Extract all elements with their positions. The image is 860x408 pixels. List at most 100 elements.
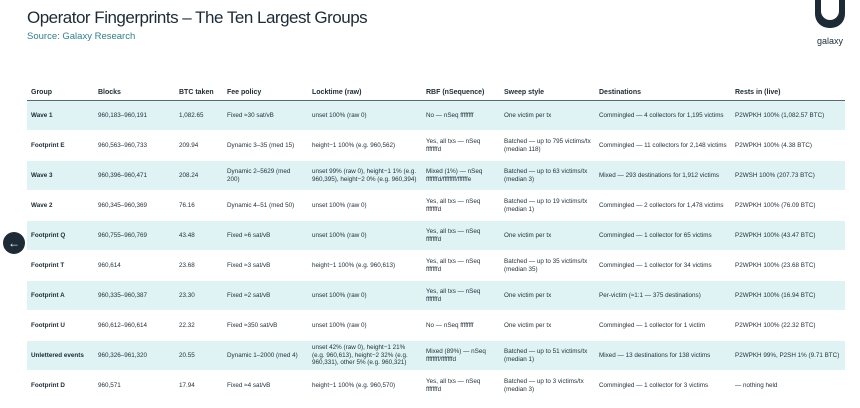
cell-group: Footprint U bbox=[27, 310, 94, 341]
galaxy-logo-text: galaxy bbox=[816, 36, 843, 46]
cell-group: Footprint T bbox=[27, 250, 94, 281]
cell-rbf: No — nSeq ffffffff bbox=[422, 310, 500, 341]
table-row: Footprint T 960,614 23.68 Fixed ≈3 sat/vB he… bbox=[27, 250, 845, 281]
cell-btc-taken: 22.32 bbox=[175, 310, 223, 341]
cell-group: Unlettered events bbox=[27, 340, 94, 371]
cell-rests-in: P2WSH 100% (207.73 BTC) bbox=[731, 160, 845, 191]
column-header-destinations: Destinations bbox=[595, 84, 731, 101]
galaxy-logo: galaxy bbox=[812, 0, 848, 48]
cell-locktime: unset 100% (raw 0) bbox=[308, 310, 422, 341]
cell-fee-policy: Fixed ≈350 sat/vB bbox=[223, 310, 308, 341]
cell-fee-policy: Fixed ≈3 sat/vB bbox=[223, 250, 308, 281]
cell-fee-policy: Dynamic 2–5629 (med 200) bbox=[223, 160, 308, 191]
cell-locktime: unset 42% (raw 0), height−1 21% (e.g. 96… bbox=[308, 340, 422, 371]
cell-sweep-style: Batched — up to 35 victims/tx (median 35… bbox=[500, 250, 595, 281]
table-row: Wave 1 960,183–960,191 1,082.65 Fixed ≈30 s… bbox=[27, 100, 845, 131]
cell-destinations: Commingled — 1 collector for 34 victims bbox=[595, 250, 731, 281]
cell-sweep-style: One victim per tx bbox=[500, 100, 595, 131]
cell-rests-in: P2WPKH 100% (23.68 BTC) bbox=[731, 250, 845, 281]
cell-sweep-style: One victim per tx bbox=[500, 220, 595, 251]
cell-group: Footprint E bbox=[27, 130, 94, 161]
cell-sweep-style: Batched — up to 63 victims/tx (median 3) bbox=[500, 160, 595, 191]
cell-btc-taken: 17.94 bbox=[175, 370, 223, 401]
column-header-group: Group bbox=[27, 84, 94, 101]
cell-rests-in: P2WPKH 100% (22.32 BTC) bbox=[731, 310, 845, 341]
cell-blocks: 960,345–960,369 bbox=[94, 190, 175, 221]
cell-sweep-style: Batched — up to 3 victims/tx (median 3) bbox=[500, 370, 595, 401]
cell-group: Wave 2 bbox=[27, 190, 94, 221]
cell-rests-in: P2WPKH 100% (4.38 BTC) bbox=[731, 130, 845, 161]
table-row: Wave 2 960,345–960,369 76.16 Dynamic 4–51 (… bbox=[27, 190, 845, 221]
cell-destinations: Mixed — 293 destinations for 1,912 victi… bbox=[595, 160, 731, 191]
column-header-locktime: Locktime (raw) bbox=[308, 84, 422, 101]
cell-blocks: 960,183–960,191 bbox=[94, 100, 175, 131]
cell-group: Wave 1 bbox=[27, 100, 94, 131]
cell-destinations: Commingled — 4 collectors for 1,195 vict… bbox=[595, 100, 731, 131]
column-header-btc-taken: BTC taken bbox=[175, 84, 223, 101]
table-header-row: Group Blocks BTC taken Fee policy Lockti… bbox=[27, 84, 845, 101]
cell-fee-policy: Dynamic 4–51 (med 50) bbox=[223, 190, 308, 221]
cell-sweep-style: One victim per tx bbox=[500, 310, 595, 341]
cell-rbf: Yes, all txs — nSeq fffffffd bbox=[422, 280, 500, 311]
cell-sweep-style: One victim per tx bbox=[500, 280, 595, 311]
fingerprint-table: Group Blocks BTC taken Fee policy Lockti… bbox=[27, 84, 845, 401]
cell-sweep-style: Batched — up to 19 victims/tx (median 1) bbox=[500, 190, 595, 221]
cell-fee-policy: Fixed ≈2 sat/vB bbox=[223, 280, 308, 311]
cell-group: Wave 3 bbox=[27, 160, 94, 191]
cell-locktime: unset 99% (raw 0), height−1 1% (e.g. 960… bbox=[308, 160, 422, 191]
cell-sweep-style: Batched — up to 795 victims/tx (median 1… bbox=[500, 130, 595, 161]
table-body: Wave 1 960,183–960,191 1,082.65 Fixed ≈30 s… bbox=[27, 100, 845, 401]
cell-sweep-style: Batched — up to 51 victims/tx (median 1) bbox=[500, 340, 595, 371]
cell-rbf: No — nSeq ffffffff bbox=[422, 100, 500, 131]
cell-blocks: 960,571 bbox=[94, 370, 175, 401]
cell-blocks: 960,755–960,769 bbox=[94, 220, 175, 251]
column-header-sweep-style: Sweep style bbox=[500, 84, 595, 101]
cell-rests-in: P2WPKH 99%, P2SH 1% (9.71 BTC) bbox=[731, 340, 845, 371]
cell-btc-taken: 208.24 bbox=[175, 160, 223, 191]
cell-rests-in: — nothing held bbox=[731, 370, 845, 401]
cell-rests-in: P2WPKH 100% (1,082.57 BTC) bbox=[731, 100, 845, 131]
cell-blocks: 960,612–960,614 bbox=[94, 310, 175, 341]
cell-fee-policy: Fixed ≈6 sat/vB bbox=[223, 220, 308, 251]
cell-fee-policy: Fixed ≈30 sat/vB bbox=[223, 100, 308, 131]
cell-blocks: 960,563–960,733 bbox=[94, 130, 175, 161]
cell-locktime: height−1 100% (e.g. 960,570) bbox=[308, 370, 422, 401]
cell-locktime: unset 100% (raw 0) bbox=[308, 190, 422, 221]
table-row: Unlettered events 960,326–961,320 20.55 Dyn… bbox=[27, 340, 845, 371]
back-button[interactable]: ← bbox=[3, 232, 25, 254]
cell-btc-taken: 43.48 bbox=[175, 220, 223, 251]
cell-rbf: Yes, all txs — nSeq fffffffd bbox=[422, 250, 500, 281]
page-subtitle: Source: Galaxy Research bbox=[27, 31, 136, 42]
cell-rbf: Yes, all txs — nSeq fffffffd bbox=[422, 370, 500, 401]
cell-fee-policy: Dynamic 1–2000 (med 4) bbox=[223, 340, 308, 371]
table-row: Footprint E 960,563–960,733 209.94 Dynamic … bbox=[27, 130, 845, 161]
cell-blocks: 960,335–960,387 bbox=[94, 280, 175, 311]
cell-btc-taken: 76.16 bbox=[175, 190, 223, 221]
galaxy-logo-icon bbox=[815, 0, 845, 28]
cell-rests-in: P2WPKH 100% (76.09 BTC) bbox=[731, 190, 845, 221]
arrow-left-icon: ← bbox=[8, 236, 20, 250]
table-row: Footprint U 960,612–960,614 22.32 Fixed ≈35… bbox=[27, 310, 845, 341]
cell-btc-taken: 209.94 bbox=[175, 130, 223, 161]
cell-locktime: unset 100% (raw 0) bbox=[308, 220, 422, 251]
cell-group: Footprint A bbox=[27, 280, 94, 311]
cell-destinations: Per-victim (≈1:1 — 375 destinations) bbox=[595, 280, 731, 311]
cell-locktime: height−1 100% (e.g. 960,613) bbox=[308, 250, 422, 281]
fingerprint-table-container: Group Blocks BTC taken Fee policy Lockti… bbox=[27, 84, 845, 401]
cell-group: Footprint D bbox=[27, 370, 94, 401]
column-header-rbf: RBF (nSequence) bbox=[422, 84, 500, 101]
cell-locktime: unset 100% (raw 0) bbox=[308, 280, 422, 311]
column-header-blocks: Blocks bbox=[94, 84, 175, 101]
cell-destinations: Commingled — 1 collector for 65 victims bbox=[595, 220, 731, 251]
cell-rbf: Mixed (1%) — nSeq fffffffd/ffffffff/ffff… bbox=[422, 160, 500, 191]
cell-rbf: Yes, all txs — nSeq fffffffd bbox=[422, 220, 500, 251]
column-header-fee-policy: Fee policy bbox=[223, 84, 308, 101]
cell-locktime: height−1 100% (e.g. 960,562) bbox=[308, 130, 422, 161]
cell-destinations: Commingled — 11 collectors for 2,148 vic… bbox=[595, 130, 731, 161]
cell-btc-taken: 23.30 bbox=[175, 280, 223, 311]
cell-group: Footprint Q bbox=[27, 220, 94, 251]
table-row: Footprint A 960,335–960,387 23.30 Fixed ≈2 … bbox=[27, 280, 845, 311]
cell-destinations: Commingled — 1 collector for 1 victim bbox=[595, 310, 731, 341]
page-title: Operator Fingerprints – The Ten Largest … bbox=[27, 8, 368, 27]
cell-btc-taken: 20.55 bbox=[175, 340, 223, 371]
